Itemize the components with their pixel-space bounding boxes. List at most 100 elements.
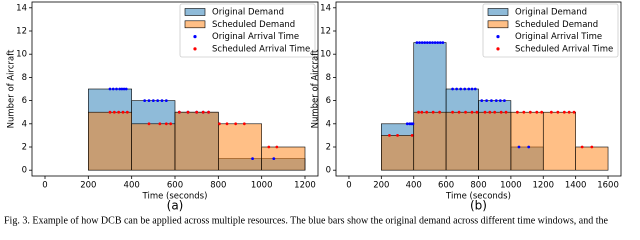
point bbox=[417, 110, 420, 114]
figure-svg: Fig. 3. Example of how DCB can be applie… bbox=[4, 1, 622, 226]
point bbox=[158, 122, 162, 126]
chart: 0 200 400 600 800 1000 1200 0 2 4 6 8 10 12 14 Time (se… bbox=[7, 1, 319, 213]
point bbox=[418, 41, 421, 44]
point bbox=[433, 41, 437, 44]
point bbox=[125, 110, 129, 114]
legend-label: Scheduled Demand bbox=[515, 20, 598, 30]
point bbox=[549, 110, 553, 114]
point bbox=[488, 110, 492, 114]
point bbox=[147, 99, 151, 102]
point bbox=[388, 134, 391, 137]
point bbox=[590, 145, 594, 149]
legend-label: Scheduled Arrival Time bbox=[515, 44, 613, 54]
point bbox=[251, 157, 254, 161]
y-tick-label: 2 bbox=[326, 143, 331, 153]
point bbox=[451, 110, 454, 114]
y-tick-label: 12 bbox=[320, 27, 331, 37]
point bbox=[493, 110, 497, 114]
bar bbox=[381, 135, 415, 171]
point bbox=[562, 110, 566, 114]
point bbox=[267, 145, 271, 149]
point bbox=[275, 145, 279, 149]
point bbox=[431, 41, 434, 44]
y-tick-label: 4 bbox=[326, 119, 331, 129]
point bbox=[147, 122, 151, 126]
point bbox=[156, 99, 160, 102]
panel-label: (a) bbox=[167, 199, 184, 213]
y-tick-label: 6 bbox=[326, 96, 331, 106]
point bbox=[498, 99, 502, 102]
point bbox=[425, 110, 429, 114]
point bbox=[201, 110, 205, 114]
x-tick-label: 600 bbox=[167, 181, 183, 191]
point bbox=[151, 99, 155, 102]
y-tick-label: 14 bbox=[16, 3, 27, 13]
x-tick-label: 200 bbox=[80, 181, 96, 191]
x-tick-label: 1200 bbox=[532, 181, 554, 191]
point bbox=[410, 134, 414, 137]
x-tick-label: 1000 bbox=[251, 181, 273, 191]
point bbox=[475, 110, 479, 114]
legend-swatch bbox=[184, 20, 206, 29]
point bbox=[504, 110, 508, 114]
bar bbox=[445, 111, 479, 171]
point bbox=[470, 87, 474, 91]
point bbox=[242, 122, 246, 126]
point bbox=[164, 122, 168, 126]
legend-marker bbox=[193, 47, 197, 51]
point bbox=[122, 87, 126, 91]
point bbox=[470, 110, 474, 114]
point bbox=[160, 99, 164, 102]
point bbox=[120, 87, 124, 91]
point bbox=[234, 122, 238, 126]
bar bbox=[510, 111, 544, 171]
legend-box bbox=[482, 3, 619, 58]
legend-label: Original Arrival Time bbox=[515, 32, 602, 42]
point bbox=[556, 110, 560, 114]
y-tick-label: 14 bbox=[320, 3, 331, 13]
point bbox=[117, 110, 121, 114]
legend-box bbox=[179, 3, 316, 58]
x-tick-label: 1400 bbox=[565, 181, 587, 191]
point bbox=[425, 41, 429, 44]
point bbox=[431, 110, 435, 114]
point bbox=[396, 134, 399, 137]
point bbox=[195, 110, 199, 114]
point bbox=[164, 99, 168, 102]
y-tick-label: 8 bbox=[22, 73, 27, 83]
point bbox=[528, 110, 532, 114]
x-tick-label: 400 bbox=[406, 181, 422, 191]
x-tick-label: 1600 bbox=[597, 181, 619, 191]
point bbox=[186, 110, 190, 114]
point bbox=[455, 87, 459, 91]
y-axis-label: Number of Aircraft bbox=[311, 49, 321, 128]
point bbox=[420, 41, 424, 44]
point bbox=[438, 41, 442, 44]
point bbox=[490, 99, 493, 102]
point bbox=[463, 87, 467, 91]
bar bbox=[174, 111, 219, 171]
bar bbox=[478, 111, 512, 171]
point bbox=[111, 87, 115, 91]
point bbox=[494, 99, 498, 102]
point bbox=[436, 41, 440, 44]
point bbox=[580, 145, 584, 149]
x-tick-label: 600 bbox=[438, 181, 454, 191]
legend-label: Scheduled Demand bbox=[212, 20, 295, 30]
point bbox=[473, 87, 477, 91]
x-axis-label: Time (seconds) bbox=[445, 192, 511, 202]
point bbox=[480, 99, 484, 102]
point bbox=[423, 41, 427, 44]
point bbox=[485, 99, 488, 102]
legend-marker bbox=[496, 35, 500, 39]
point bbox=[457, 110, 461, 114]
point bbox=[218, 122, 221, 126]
point bbox=[503, 99, 506, 102]
x-tick-label: 200 bbox=[373, 181, 389, 191]
chart: 0 200 400 600 800 1000 1200 1400 1600 0 2 4 6 8 10 12 14… bbox=[311, 1, 622, 213]
point bbox=[467, 87, 471, 91]
x-tick-label: 1200 bbox=[294, 181, 316, 191]
y-tick-label: 10 bbox=[16, 50, 27, 60]
point bbox=[451, 87, 454, 91]
point bbox=[272, 157, 276, 161]
